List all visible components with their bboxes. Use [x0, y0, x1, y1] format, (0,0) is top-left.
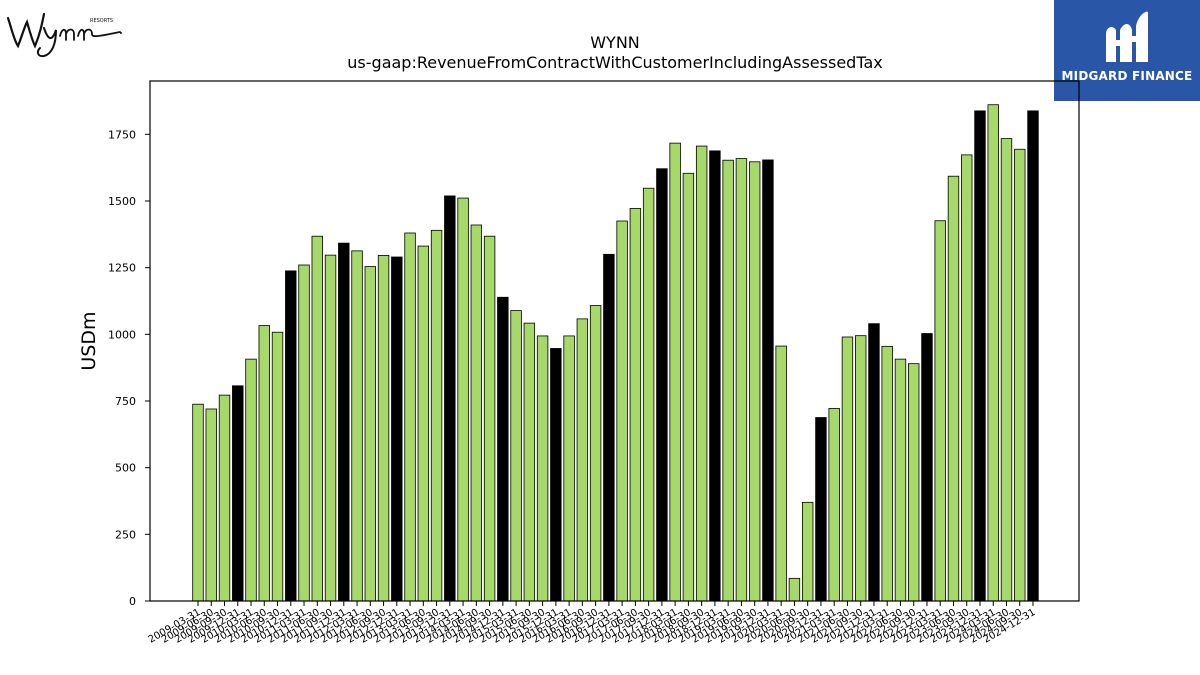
- bar-2010-03-31: [245, 358, 257, 602]
- y-tick-label: 1750: [108, 128, 136, 141]
- bar-2022-12-31: [921, 333, 933, 602]
- x-axis-ticks: 2009-03-312009-06-302009-09-302009-12-31…: [147, 601, 1038, 646]
- wynn-resorts-subtext: RESORTS: [90, 18, 113, 24]
- y-tick-label: 250: [115, 528, 136, 541]
- midgard-m-logo-icon: [1106, 11, 1148, 62]
- bar-2011-09-30: [324, 254, 337, 602]
- bar-2017-12-31: [656, 168, 668, 602]
- bar-2019-12-31: [762, 159, 774, 602]
- bar-2014-09-30: [483, 235, 496, 602]
- bar-2021-12-31: [868, 323, 880, 602]
- bar-2009-09-30: [218, 394, 231, 602]
- bar-2024-03-31: [987, 104, 999, 602]
- bar-2012-03-31: [351, 250, 363, 602]
- bar-2009-12-31: [232, 385, 244, 602]
- bar-2016-09-30: [589, 305, 602, 602]
- bar-2020-12-31: [815, 417, 827, 602]
- bar-2010-06-30: [258, 325, 270, 602]
- bar-2021-06-30: [841, 336, 854, 602]
- midgard-finance-logo: MIDGARD FINANCE: [1054, 0, 1200, 101]
- bar-2020-09-30: [801, 501, 814, 602]
- bar-2011-12-31: [338, 242, 350, 602]
- bar-2019-06-30: [735, 158, 748, 602]
- chart-title: WYNN: [590, 33, 640, 52]
- bar-2013-03-31: [404, 232, 416, 602]
- bar-2023-06-30: [947, 175, 960, 602]
- bar-2011-03-31: [298, 264, 310, 602]
- y-tick-label: 1000: [108, 328, 136, 341]
- bar-2012-09-30: [377, 254, 390, 602]
- bar-2017-03-31: [616, 220, 628, 602]
- bar-2024-06-30: [1000, 138, 1013, 602]
- y-axis-ticks: 0 250 500 750 1000 1250 1500 1750: [108, 128, 150, 608]
- bar-2024-09-30: [1014, 148, 1026, 602]
- bar-2020-03-31: [775, 345, 787, 602]
- y-tick-label: 1500: [108, 195, 136, 208]
- bar-2016-03-31: [563, 335, 575, 602]
- midgard-finance-wordmark: MIDGARD FINANCE: [1061, 69, 1193, 83]
- bar-2015-09-30: [536, 335, 549, 602]
- bar-2018-06-30: [682, 172, 695, 602]
- bar-2022-06-30: [894, 358, 907, 602]
- bar-2023-12-31: [974, 110, 986, 602]
- bar-2009-06-30: [205, 408, 217, 602]
- chart-subtitle: us-gaap:RevenueFromContractWithCustomerI…: [347, 53, 882, 72]
- bar-2020-06-30: [788, 577, 801, 602]
- bar-2015-12-31: [550, 348, 562, 602]
- bar-2015-03-31: [510, 310, 522, 602]
- y-tick-label: 750: [115, 395, 136, 408]
- bar-2015-06-30: [523, 322, 536, 602]
- bar-2024-12-31: [1027, 110, 1039, 602]
- bar-2021-03-31: [828, 408, 840, 602]
- wynn-logo: RESORTS: [0, 0, 130, 65]
- bar-2014-03-31: [457, 197, 469, 602]
- bar-2018-12-31: [709, 150, 721, 602]
- bar-2014-06-30: [470, 224, 483, 602]
- bar-2018-09-30: [695, 145, 708, 602]
- bar-2019-03-31: [722, 159, 734, 602]
- bar-2018-03-31: [669, 142, 681, 602]
- bar-2009-03-31: [192, 403, 204, 602]
- bar-2010-09-30: [271, 331, 284, 602]
- y-tick-label: 1250: [108, 262, 136, 275]
- bar-2022-09-30: [908, 363, 920, 602]
- bar-2012-06-30: [364, 266, 377, 602]
- bar-2017-09-30: [642, 187, 655, 602]
- bar-2019-09-30: [748, 161, 761, 602]
- bar-2011-06-30: [311, 235, 323, 602]
- bar-2023-09-30: [961, 154, 973, 602]
- bar-2014-12-31: [497, 296, 509, 602]
- y-tick-label: 0: [129, 595, 136, 608]
- y-tick-label: 500: [115, 462, 136, 475]
- bar-2022-03-31: [881, 345, 893, 602]
- bar-2012-12-31: [391, 256, 403, 602]
- y-axis-label: USDm: [78, 311, 100, 370]
- bar-2013-09-30: [430, 229, 443, 602]
- bar-2010-12-31: [285, 270, 297, 602]
- bar-2016-06-30: [576, 318, 589, 602]
- wynn-signature-logo-icon: RESORTS: [6, 12, 122, 58]
- bar-2016-12-31: [603, 253, 615, 602]
- plot-frame: [149, 80, 1080, 602]
- bar-2013-12-31: [444, 195, 456, 602]
- bar-2021-09-30: [855, 335, 867, 602]
- bar-2023-03-31: [934, 220, 946, 602]
- bars-group: [192, 104, 1039, 602]
- bar-2017-06-30: [629, 208, 642, 602]
- bar-2013-06-30: [417, 245, 430, 602]
